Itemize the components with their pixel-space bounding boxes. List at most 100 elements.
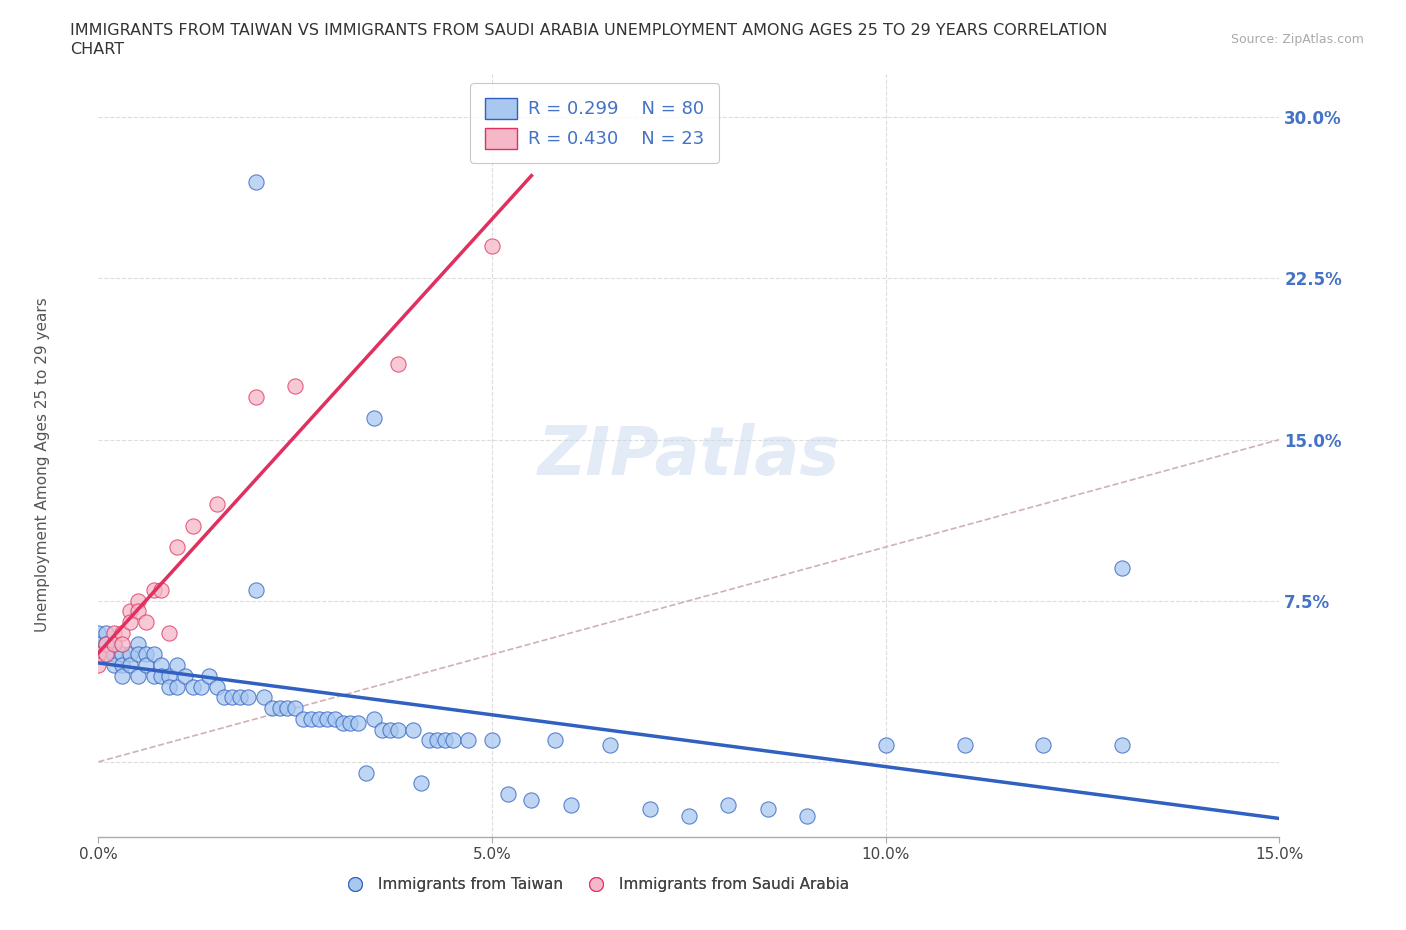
Point bbox=[520, 793, 543, 808]
Point bbox=[181, 518, 204, 533]
Point bbox=[87, 647, 110, 662]
Point bbox=[323, 711, 346, 726]
Point bbox=[260, 700, 283, 715]
Point bbox=[418, 733, 440, 748]
Text: Unemployment Among Ages 25 to 29 years: Unemployment Among Ages 25 to 29 years bbox=[35, 298, 49, 632]
Point bbox=[96, 647, 118, 662]
Point bbox=[678, 808, 700, 823]
Point bbox=[96, 636, 118, 651]
Point bbox=[103, 626, 125, 641]
Point bbox=[181, 679, 204, 694]
Point bbox=[142, 582, 165, 597]
Point bbox=[127, 669, 149, 684]
Point bbox=[96, 626, 118, 641]
Point bbox=[245, 174, 267, 189]
Point bbox=[118, 658, 141, 672]
Point bbox=[142, 647, 165, 662]
Point bbox=[354, 765, 377, 780]
Point bbox=[111, 647, 134, 662]
Point bbox=[157, 626, 180, 641]
Point bbox=[87, 636, 110, 651]
Point bbox=[103, 647, 125, 662]
Legend: Immigrants from Taiwan, Immigrants from Saudi Arabia: Immigrants from Taiwan, Immigrants from … bbox=[333, 870, 855, 898]
Point bbox=[150, 669, 173, 684]
Point bbox=[560, 797, 582, 812]
Point bbox=[953, 737, 976, 752]
Point bbox=[111, 658, 134, 672]
Point bbox=[292, 711, 315, 726]
Point bbox=[378, 723, 401, 737]
Point bbox=[1032, 737, 1054, 752]
Point bbox=[269, 700, 291, 715]
Point bbox=[214, 690, 236, 705]
Point bbox=[87, 647, 110, 662]
Point bbox=[245, 389, 267, 404]
Point bbox=[245, 582, 267, 597]
Point bbox=[205, 679, 228, 694]
Point bbox=[142, 669, 165, 684]
Point bbox=[433, 733, 456, 748]
Point bbox=[87, 626, 110, 641]
Point bbox=[111, 636, 134, 651]
Point bbox=[253, 690, 276, 705]
Point bbox=[332, 716, 354, 731]
Point bbox=[127, 593, 149, 608]
Point bbox=[756, 802, 779, 817]
Point bbox=[481, 239, 503, 254]
Point bbox=[363, 411, 385, 426]
Point bbox=[229, 690, 252, 705]
Point bbox=[347, 716, 370, 731]
Text: Source: ZipAtlas.com: Source: ZipAtlas.com bbox=[1230, 33, 1364, 46]
Point bbox=[127, 647, 149, 662]
Point bbox=[166, 679, 188, 694]
Point bbox=[205, 497, 228, 512]
Point bbox=[299, 711, 322, 726]
Point bbox=[135, 658, 157, 672]
Point bbox=[135, 647, 157, 662]
Point bbox=[135, 615, 157, 630]
Point bbox=[150, 658, 173, 672]
Point bbox=[127, 636, 149, 651]
Point bbox=[284, 700, 307, 715]
Point bbox=[197, 669, 219, 684]
Point bbox=[638, 802, 661, 817]
Point bbox=[387, 357, 409, 372]
Point bbox=[481, 733, 503, 748]
Text: CHART: CHART bbox=[70, 42, 124, 57]
Point bbox=[1111, 737, 1133, 752]
Point bbox=[875, 737, 897, 752]
Point bbox=[157, 669, 180, 684]
Point bbox=[402, 723, 425, 737]
Point bbox=[308, 711, 330, 726]
Point bbox=[118, 604, 141, 618]
Point bbox=[103, 636, 125, 651]
Point bbox=[1111, 561, 1133, 576]
Point bbox=[796, 808, 818, 823]
Point bbox=[87, 658, 110, 672]
Point bbox=[103, 636, 125, 651]
Point bbox=[157, 679, 180, 694]
Point bbox=[127, 604, 149, 618]
Point bbox=[118, 647, 141, 662]
Point bbox=[544, 733, 567, 748]
Point bbox=[315, 711, 337, 726]
Point bbox=[96, 647, 118, 662]
Point bbox=[221, 690, 243, 705]
Point bbox=[717, 797, 740, 812]
Point bbox=[284, 379, 307, 393]
Point bbox=[457, 733, 479, 748]
Point bbox=[103, 658, 125, 672]
Point bbox=[166, 539, 188, 554]
Point bbox=[411, 776, 433, 790]
Point bbox=[190, 679, 212, 694]
Point bbox=[174, 669, 197, 684]
Text: IMMIGRANTS FROM TAIWAN VS IMMIGRANTS FROM SAUDI ARABIA UNEMPLOYMENT AMONG AGES 2: IMMIGRANTS FROM TAIWAN VS IMMIGRANTS FRO… bbox=[70, 23, 1108, 38]
Point bbox=[371, 723, 394, 737]
Point bbox=[111, 669, 134, 684]
Point bbox=[426, 733, 449, 748]
Point bbox=[96, 636, 118, 651]
Point bbox=[339, 716, 361, 731]
Point bbox=[441, 733, 464, 748]
Point bbox=[236, 690, 259, 705]
Point bbox=[118, 615, 141, 630]
